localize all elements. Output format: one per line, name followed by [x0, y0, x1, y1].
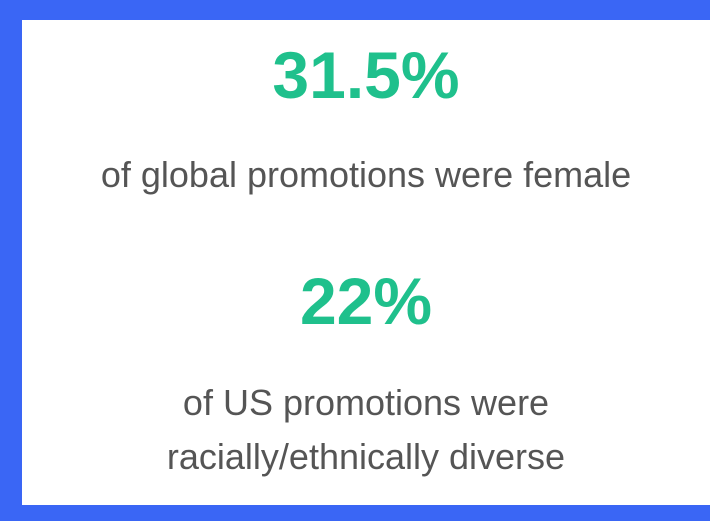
stat-value: 22%	[299, 264, 433, 338]
caption-line: of global promotions were female	[100, 154, 632, 195]
stat-value: 31.5%	[272, 38, 460, 112]
stat-caption: of US promotions were racially/ethnicall…	[22, 376, 710, 484]
caption-line: racially/ethnically diverse	[166, 436, 566, 477]
stat-caption: of global promotions were female	[22, 148, 710, 202]
stat-card: 31.5% of global promotions were female 2…	[22, 20, 710, 505]
caption-line: of US promotions were	[182, 382, 550, 423]
